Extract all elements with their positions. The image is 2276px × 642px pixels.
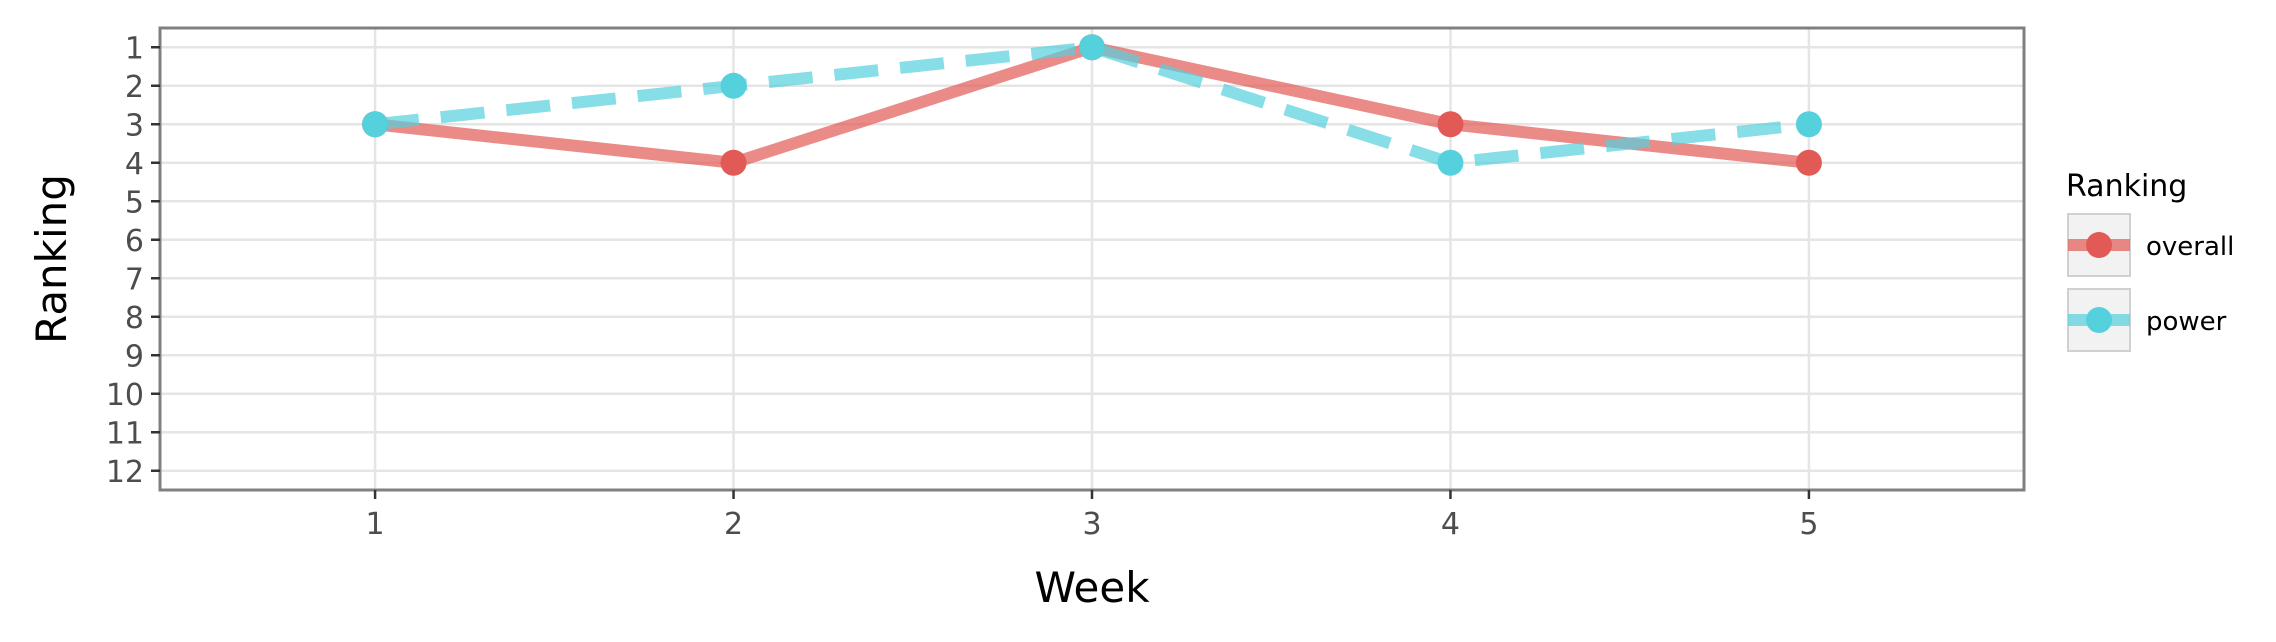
x-tick-label: 4 [1441,507,1460,542]
y-tick-label: 11 [106,416,144,451]
series-layer [362,34,1822,176]
y-tick-label: 8 [125,301,144,336]
legend: Ranking overall power [2066,169,2234,352]
x-tick-label: 3 [1082,507,1101,542]
x-axis-title: Week [1034,563,1150,612]
legend-marker-overall [2086,232,2112,258]
series-line-power [374,41,1810,169]
data-point-power [1437,149,1464,176]
y-tick-label: 9 [125,339,144,374]
y-axis-title: Ranking [27,174,76,344]
y-tick-label: 1 [125,31,144,66]
y-tick-label: 4 [125,147,144,182]
data-point-overall [1437,111,1464,138]
data-point-overall [720,149,747,176]
y-tick-label: 7 [125,262,144,297]
y-tick-label: 3 [125,108,144,143]
x-tick-label: 2 [724,507,743,542]
legend-label-power: power [2146,307,2227,337]
data-point-power [720,72,747,99]
grid-lines [160,28,2024,490]
y-tick-label: 10 [106,378,144,413]
y-tick-label: 5 [125,185,144,220]
data-point-power [1079,34,1105,61]
data-point-overall [1795,149,1822,176]
x-tick-label: 5 [1799,507,1818,542]
legend-title: Ranking [2066,169,2187,204]
x-tick-label: 1 [366,507,385,542]
legend-marker-power [2086,307,2112,333]
y-tick-label: 2 [125,70,144,105]
y-tick-label: 6 [125,224,144,259]
legend-label-overall: overall [2146,232,2234,262]
y-tick-label: 12 [106,455,144,490]
data-point-power [1795,111,1822,138]
data-point-power [362,111,389,138]
